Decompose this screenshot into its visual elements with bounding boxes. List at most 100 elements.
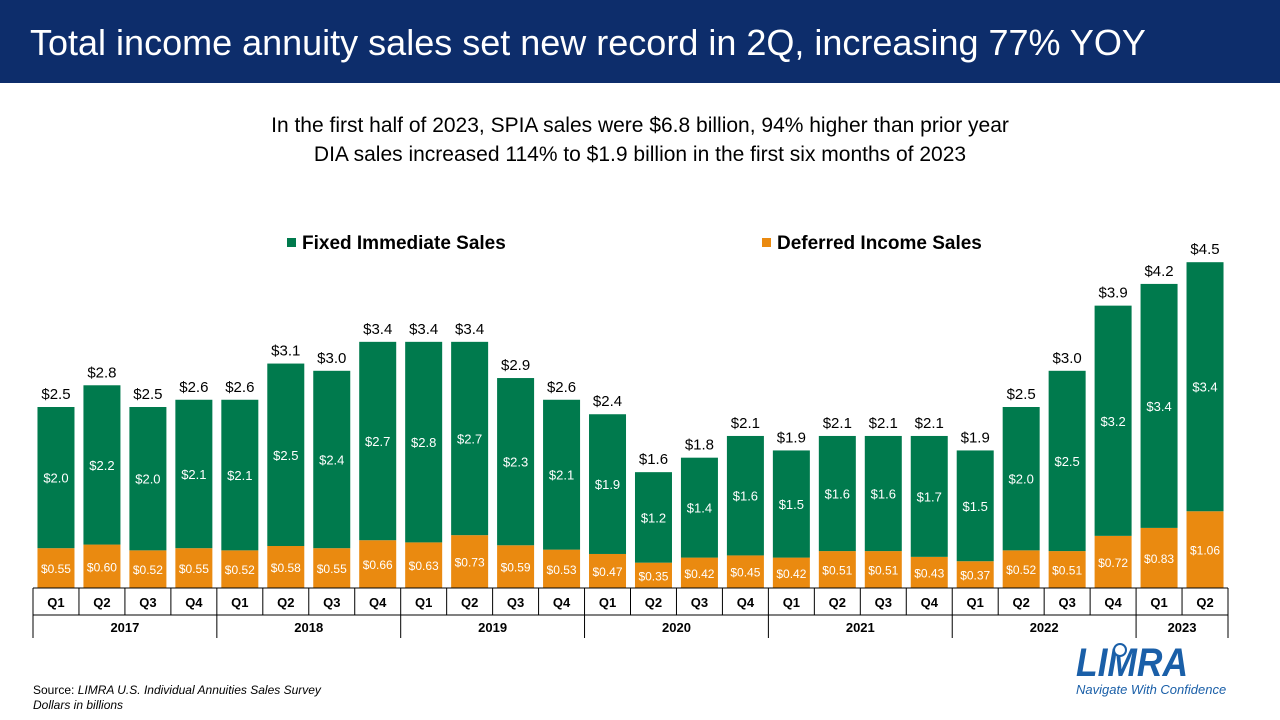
quarter-label-7: Q4: [369, 595, 387, 610]
logo-wordmark: LIMRA: [1076, 641, 1188, 685]
deferred-value-label-10: $0.59: [501, 561, 531, 575]
deferred-value-label-15: $0.45: [730, 566, 760, 580]
bar-deferred-25: [1186, 511, 1224, 588]
fixed-value-label-15: $1.6: [733, 489, 758, 504]
deferred-value-label-23: $0.72: [1098, 556, 1128, 570]
total-label-9: $3.4: [455, 321, 484, 338]
fixed-value-label-17: $1.6: [825, 487, 850, 502]
bar-fixed-25: [1186, 262, 1224, 512]
year-label-2022: 2022: [1030, 620, 1059, 635]
bar-deferred-1: [83, 544, 121, 588]
fixed-value-label-4: $2.1: [227, 468, 252, 483]
bar-deferred-13: [634, 562, 672, 588]
bar-fixed-23: [1094, 305, 1132, 536]
bar-fixed-2: [129, 407, 167, 551]
quarter-label-22: Q3: [1058, 595, 1075, 610]
deferred-value-label-16: $0.42: [776, 567, 806, 581]
fixed-value-label-3: $2.1: [181, 467, 206, 482]
deferred-value-label-6: $0.55: [317, 562, 347, 576]
fixed-value-label-11: $2.1: [549, 468, 574, 483]
bar-fixed-22: [1048, 370, 1086, 552]
deferred-value-label-20: $0.37: [960, 569, 990, 583]
bar-deferred-5: [267, 546, 305, 588]
legend-label-deferred: Deferred Income Sales: [777, 233, 982, 254]
deferred-value-label-0: $0.55: [41, 562, 71, 576]
units-note: Dollars in billions: [33, 698, 124, 712]
legend-swatch-fixed: [287, 238, 296, 247]
quarter-label-1: Q2: [93, 595, 110, 610]
deferred-value-label-11: $0.53: [547, 563, 577, 577]
bar-deferred-4: [221, 550, 259, 588]
fixed-value-label-25: $3.4: [1192, 380, 1217, 395]
bar-fixed-14: [680, 457, 718, 558]
bar-fixed-17: [818, 435, 856, 552]
total-label-11: $2.6: [547, 379, 576, 396]
subtitle-line-1: In the first half of 2023, SPIA sales we…: [271, 114, 1009, 137]
source-note: Source: LIMRA U.S. Individual Annuities …: [33, 683, 321, 697]
total-label-21: $2.5: [1007, 386, 1036, 403]
deferred-value-label-12: $0.47: [593, 565, 623, 579]
total-label-3: $2.6: [179, 379, 208, 396]
bar-deferred-2: [129, 550, 167, 588]
bar-deferred-20: [956, 561, 994, 588]
quarter-label-18: Q3: [875, 595, 892, 610]
bar-fixed-18: [864, 435, 902, 552]
year-label-2021: 2021: [846, 620, 875, 635]
bar-deferred-16: [772, 557, 810, 588]
deferred-value-label-2: $0.52: [133, 563, 163, 577]
quarter-label-24: Q1: [1150, 595, 1167, 610]
quarter-label-13: Q2: [645, 595, 662, 610]
fixed-value-label-16: $1.5: [779, 497, 804, 512]
fixed-value-label-22: $2.5: [1054, 454, 1079, 469]
deferred-value-label-4: $0.52: [225, 563, 255, 577]
deferred-value-label-17: $0.51: [822, 564, 852, 578]
fixed-value-label-9: $2.7: [457, 431, 482, 446]
quarter-label-6: Q3: [323, 595, 340, 610]
total-label-8: $3.4: [409, 321, 438, 338]
source-name: LIMRA U.S. Individual Annuities Sales Su…: [77, 683, 321, 697]
year-label-2020: 2020: [662, 620, 691, 635]
bar-fixed-24: [1140, 283, 1178, 528]
fixed-value-label-8: $2.8: [411, 435, 436, 450]
total-label-20: $1.9: [961, 429, 990, 446]
page-title: Total income annuity sales set new recor…: [30, 22, 1146, 63]
year-label-2019: 2019: [478, 620, 507, 635]
bar-deferred-22: [1048, 551, 1086, 588]
fixed-value-label-0: $2.0: [43, 471, 68, 486]
quarter-label-9: Q2: [461, 595, 478, 610]
bar-deferred-15: [726, 555, 764, 588]
quarter-label-10: Q3: [507, 595, 524, 610]
bar-fixed-8: [405, 341, 443, 543]
bar-fixed-6: [313, 370, 351, 549]
quarter-label-8: Q1: [415, 595, 432, 610]
bar-fixed-0: [37, 407, 75, 549]
fixed-value-label-6: $2.4: [319, 452, 344, 467]
total-label-25: $4.5: [1190, 241, 1219, 258]
quarter-label-14: Q3: [691, 595, 708, 610]
deferred-value-label-25: $1.06: [1190, 544, 1220, 558]
fixed-value-label-21: $2.0: [1009, 472, 1034, 487]
deferred-value-label-22: $0.51: [1052, 564, 1082, 578]
deferred-value-label-1: $0.60: [87, 560, 117, 574]
total-label-22: $3.0: [1053, 350, 1082, 367]
quarter-label-11: Q4: [553, 595, 571, 610]
bar-fixed-13: [634, 472, 672, 563]
total-label-4: $2.6: [225, 379, 254, 396]
total-label-19: $2.1: [915, 415, 944, 432]
fixed-value-label-2: $2.0: [135, 472, 160, 487]
bar-deferred-18: [864, 551, 902, 588]
bar-deferred-0: [37, 548, 75, 588]
total-label-0: $2.5: [41, 386, 70, 403]
deferred-value-label-5: $0.58: [271, 561, 301, 575]
quarter-label-16: Q1: [783, 595, 800, 610]
quarter-label-21: Q2: [1013, 595, 1030, 610]
fixed-value-label-1: $2.2: [89, 458, 114, 473]
quarter-label-25: Q2: [1196, 595, 1213, 610]
total-label-1: $2.8: [87, 364, 116, 381]
fixed-value-label-20: $1.5: [963, 499, 988, 514]
bar-fixed-16: [772, 450, 810, 558]
bar-fixed-1: [83, 385, 121, 545]
quarter-label-3: Q4: [185, 595, 203, 610]
fixed-value-label-24: $3.4: [1146, 399, 1171, 414]
total-label-2: $2.5: [133, 386, 162, 403]
